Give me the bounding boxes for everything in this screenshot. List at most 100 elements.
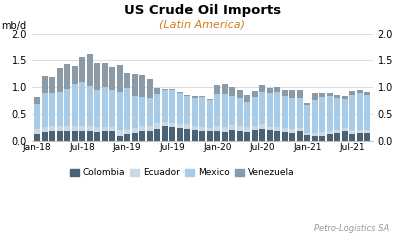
- Bar: [87, 86, 93, 125]
- Bar: [199, 127, 205, 131]
- Bar: [334, 133, 340, 141]
- Bar: [154, 88, 160, 94]
- Bar: [244, 127, 251, 132]
- Bar: [334, 94, 340, 98]
- Bar: [71, 131, 78, 141]
- Bar: [117, 65, 123, 92]
- Bar: [252, 91, 258, 97]
- Bar: [244, 102, 251, 127]
- Legend: Colombia, Ecuador, Mexico, Venezuela: Colombia, Ecuador, Mexico, Venezuela: [66, 165, 298, 181]
- Bar: [79, 82, 85, 126]
- Bar: [102, 131, 108, 141]
- Bar: [184, 96, 190, 124]
- Bar: [229, 96, 235, 125]
- Bar: [71, 126, 78, 131]
- Bar: [124, 133, 130, 141]
- Bar: [199, 96, 205, 97]
- Bar: [169, 127, 175, 141]
- Bar: [304, 133, 310, 135]
- Bar: [64, 64, 70, 89]
- Bar: [327, 94, 333, 96]
- Bar: [117, 136, 123, 141]
- Bar: [154, 123, 160, 129]
- Bar: [207, 128, 213, 131]
- Bar: [259, 129, 265, 141]
- Bar: [357, 90, 363, 94]
- Bar: [131, 74, 138, 96]
- Bar: [34, 104, 40, 129]
- Bar: [102, 63, 108, 87]
- Bar: [177, 124, 183, 128]
- Bar: [304, 105, 310, 133]
- Bar: [146, 98, 153, 126]
- Bar: [124, 129, 130, 133]
- Bar: [139, 131, 145, 141]
- Bar: [237, 125, 243, 131]
- Bar: [319, 136, 326, 141]
- Title: US Crude Oil Imports: US Crude Oil Imports: [123, 4, 281, 17]
- Bar: [34, 133, 40, 141]
- Bar: [229, 86, 235, 96]
- Bar: [102, 127, 108, 131]
- Bar: [244, 95, 251, 102]
- Bar: [229, 125, 235, 130]
- Bar: [327, 131, 333, 133]
- Bar: [319, 93, 326, 97]
- Bar: [282, 132, 288, 141]
- Bar: [214, 131, 220, 141]
- Bar: [304, 103, 310, 105]
- Bar: [289, 98, 295, 129]
- Bar: [207, 131, 213, 141]
- Bar: [349, 133, 355, 141]
- Bar: [49, 77, 55, 93]
- Text: (Latin America): (Latin America): [159, 20, 245, 30]
- Bar: [192, 130, 198, 141]
- Bar: [56, 92, 63, 126]
- Bar: [146, 126, 153, 131]
- Bar: [289, 133, 295, 141]
- Bar: [297, 128, 303, 131]
- Bar: [244, 132, 251, 141]
- Text: Petro-Logistics SA: Petro-Logistics SA: [314, 224, 389, 233]
- Bar: [162, 90, 168, 122]
- Bar: [252, 130, 258, 141]
- Bar: [42, 93, 48, 127]
- Bar: [124, 88, 130, 129]
- Bar: [177, 128, 183, 141]
- Bar: [364, 95, 370, 130]
- Bar: [87, 125, 93, 131]
- Bar: [289, 90, 295, 98]
- Bar: [162, 125, 168, 141]
- Text: mb/d: mb/d: [1, 21, 26, 31]
- Bar: [327, 133, 333, 141]
- Bar: [297, 90, 303, 98]
- Bar: [274, 92, 280, 127]
- Bar: [349, 130, 355, 133]
- Bar: [42, 76, 48, 93]
- Bar: [34, 129, 40, 133]
- Bar: [319, 97, 326, 132]
- Bar: [154, 94, 160, 123]
- Bar: [162, 122, 168, 125]
- Bar: [274, 127, 280, 131]
- Bar: [267, 130, 273, 141]
- Bar: [192, 96, 198, 98]
- Bar: [79, 126, 85, 131]
- Bar: [169, 89, 175, 90]
- Bar: [42, 127, 48, 132]
- Bar: [64, 126, 70, 131]
- Bar: [139, 75, 145, 97]
- Bar: [207, 100, 213, 128]
- Bar: [259, 124, 265, 129]
- Bar: [349, 91, 355, 95]
- Bar: [146, 131, 153, 141]
- Bar: [79, 131, 85, 141]
- Bar: [42, 132, 48, 141]
- Bar: [49, 93, 55, 126]
- Bar: [56, 68, 63, 92]
- Bar: [229, 130, 235, 141]
- Bar: [199, 97, 205, 127]
- Bar: [222, 94, 228, 127]
- Bar: [117, 92, 123, 130]
- Bar: [131, 133, 138, 141]
